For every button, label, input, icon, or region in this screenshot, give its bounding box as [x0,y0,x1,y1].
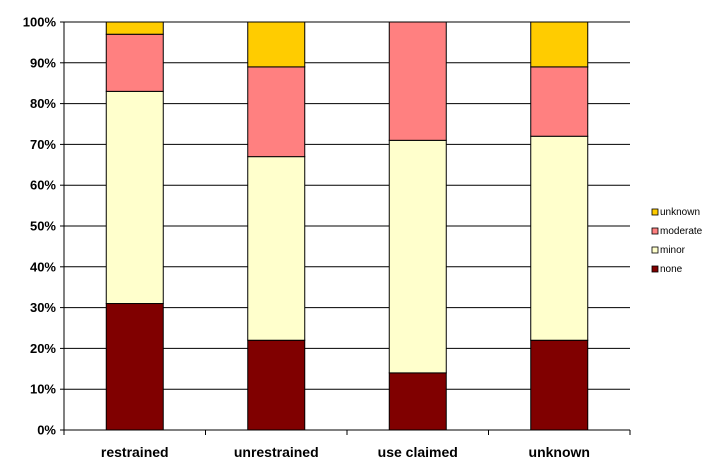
y-axis: 0% 10% 20% 30% 40% 50% 60% 70% 80% 90% 100% [23,15,65,438]
legend: unknown moderate minor none [651,207,703,275]
y-tick-label: 20% [30,341,56,356]
x-axis: restrained unrestrained use claimed unknown [63,429,631,459]
bar-segment [388,372,447,431]
y-tick-label: 0% [37,423,56,438]
legend-label: none [660,264,683,275]
legend-swatch [651,208,659,216]
y-tick-label: 70% [30,137,56,152]
legend-swatch [651,246,659,254]
x-tick-label: unrestrained [234,444,319,459]
legend-label: moderate [660,226,703,237]
legend-label: minor [660,245,686,256]
legend-label: unknown [660,207,700,218]
bar-segment [530,135,589,341]
bar-segment [105,90,164,305]
x-tick-label: use claimed [378,444,458,459]
x-tick-label: unknown [529,444,590,459]
legend-swatch [651,265,659,273]
bar-segment [105,303,164,431]
x-tick-label: restrained [101,444,169,459]
bar-segment [247,66,306,158]
bar-segment [247,339,306,431]
y-tick-label: 50% [30,219,56,234]
bar-segment [530,339,589,431]
legend-swatch [651,227,659,235]
y-tick-label: 40% [30,259,56,274]
bar-segment [530,21,589,68]
y-tick-label: 90% [30,55,56,70]
bar-segment [247,21,306,68]
y-tick-label: 100% [23,15,57,30]
bar-segment [388,139,447,374]
bar-segment [530,66,589,137]
y-tick-label: 10% [30,382,56,397]
bar-segment [105,33,164,92]
bars [105,21,589,431]
y-tick-label: 80% [30,96,56,111]
y-tick-label: 30% [30,300,56,315]
bar-segment [105,21,164,35]
bar-segment [247,156,306,341]
bar-segment [388,21,447,141]
y-tick-label: 60% [30,178,56,193]
